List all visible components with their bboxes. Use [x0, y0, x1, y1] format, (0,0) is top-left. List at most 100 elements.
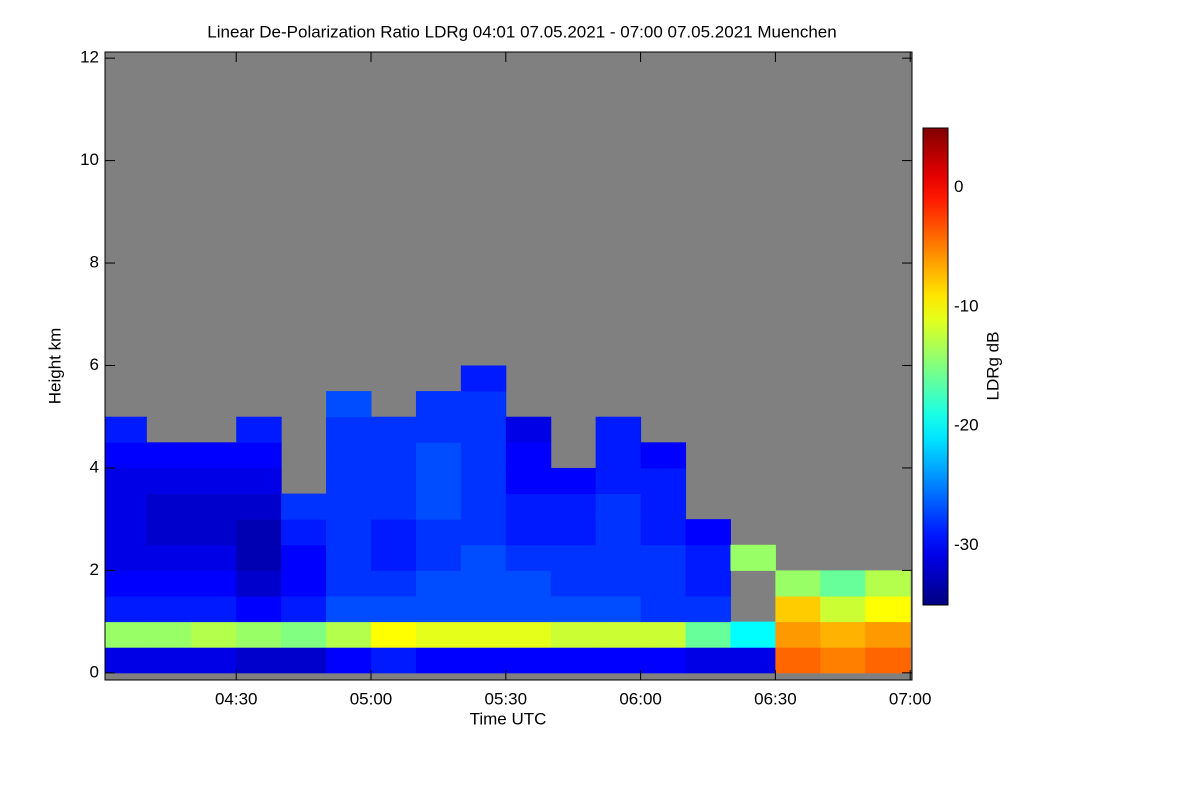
heatmap-cell — [326, 519, 372, 546]
heatmap-cell — [820, 621, 866, 648]
heatmap-cell — [371, 570, 417, 597]
heatmap-cell — [326, 493, 372, 520]
heatmap-cell — [105, 621, 147, 648]
heatmap-cell — [460, 544, 507, 571]
heatmap-cell — [326, 416, 372, 443]
heatmap-cell — [326, 467, 372, 495]
heatmap-cell — [865, 570, 911, 597]
y-tick-label: 10 — [80, 150, 99, 169]
heatmap-cell — [505, 519, 552, 546]
heatmap-cell — [460, 391, 507, 418]
y-tick-label: 6 — [90, 355, 99, 374]
colorbar — [922, 127, 949, 606]
heatmap-cell — [550, 544, 597, 571]
heatmap-cell — [505, 493, 552, 520]
colorbar-tick-label: -20 — [954, 416, 979, 435]
y-tick-label: 8 — [90, 253, 99, 272]
heatmap-cell — [146, 519, 192, 546]
heatmap-cell — [415, 570, 462, 597]
y-tick-label: 0 — [90, 662, 99, 681]
colorbar-tick-label: 0 — [954, 177, 963, 196]
x-tick-label: 05:30 — [485, 689, 528, 708]
heatmap-cell — [505, 570, 552, 597]
heatmap-cell — [595, 442, 642, 469]
heatmap-cell — [191, 467, 237, 495]
heatmap-cell — [775, 621, 821, 648]
heatmap-cell — [505, 595, 552, 623]
heatmap-cell — [371, 544, 417, 571]
heatmap-cell — [371, 647, 417, 674]
heatmap-cell — [460, 442, 507, 469]
heatmap-cell — [105, 570, 147, 597]
plot-frame — [104, 51, 913, 681]
heatmap-cell — [640, 544, 687, 571]
heatmap-cell — [595, 544, 642, 571]
y-tick-label: 2 — [90, 560, 99, 579]
heatmap-cell — [730, 647, 776, 674]
x-tick-label: 06:00 — [619, 689, 662, 708]
heatmap-cell — [371, 416, 417, 443]
heatmap-cell — [460, 621, 507, 648]
heatmap-cell — [460, 467, 507, 495]
heatmap-cell — [820, 595, 866, 623]
heatmap-cell — [415, 391, 462, 418]
heatmap-cell — [191, 519, 237, 546]
heatmap-cell — [281, 493, 327, 520]
heatmap-cell — [505, 544, 552, 571]
heatmap-cell — [640, 570, 687, 597]
heatmap-cell — [685, 647, 731, 674]
heatmap-cell — [236, 442, 282, 469]
heatmap-cell — [191, 493, 237, 520]
heatmap-cell — [415, 467, 462, 495]
heatmap-cell — [640, 621, 687, 648]
heatmap-cell — [371, 467, 417, 495]
heatmap-cell — [105, 519, 147, 546]
heatmap-cell — [191, 647, 237, 674]
heatmap-cell — [550, 493, 597, 520]
heatmap-cell — [460, 365, 507, 392]
heatmap-cell — [505, 416, 552, 443]
heatmap-cell — [595, 595, 642, 623]
heatmap-cell — [505, 621, 552, 648]
y-tick-label: 12 — [80, 48, 99, 67]
heatmap-cell — [281, 570, 327, 597]
heatmap-cell — [281, 647, 327, 674]
heatmap-cell — [865, 621, 911, 648]
heatmap-cell — [105, 595, 147, 623]
heatmap-cell — [685, 570, 731, 597]
heatmap-cell — [105, 647, 147, 674]
heatmap-cell — [146, 467, 192, 495]
heatmap-cell — [640, 519, 687, 546]
heatmap-cell — [281, 595, 327, 623]
heatmap-cell — [105, 493, 147, 520]
heatmap-cell — [236, 647, 282, 674]
heatmap-cell — [326, 544, 372, 571]
heatmap-cell — [281, 544, 327, 571]
heatmap-cell — [550, 519, 597, 546]
heatmap-cell — [371, 442, 417, 469]
heatmap-cell — [326, 442, 372, 469]
heatmap-cell — [640, 595, 687, 623]
heatmap-cell — [865, 595, 911, 623]
heatmap-cell — [640, 647, 687, 674]
heatmap-cell — [415, 621, 462, 648]
heatmap-cell — [460, 519, 507, 546]
x-tick-label: 05:00 — [350, 689, 393, 708]
heatmap-cell — [640, 467, 687, 495]
heatmap-cell — [371, 621, 417, 648]
heatmap-cell — [595, 416, 642, 443]
heatmap-cell — [191, 442, 237, 469]
heatmap-cell — [415, 493, 462, 520]
heatmap-cell — [505, 442, 552, 469]
heatmap-cell — [595, 519, 642, 546]
heatmap-cell — [460, 493, 507, 520]
heatmap-cell — [105, 467, 147, 495]
heatmap-cell — [236, 570, 282, 597]
heatmap-cell — [460, 595, 507, 623]
heatmap-cell — [550, 570, 597, 597]
heatmap-cell — [326, 595, 372, 623]
heatmap-cell — [415, 416, 462, 443]
x-tick-label: 07:00 — [889, 689, 932, 708]
heatmap-cell — [775, 595, 821, 623]
heatmap-cell — [146, 595, 192, 623]
